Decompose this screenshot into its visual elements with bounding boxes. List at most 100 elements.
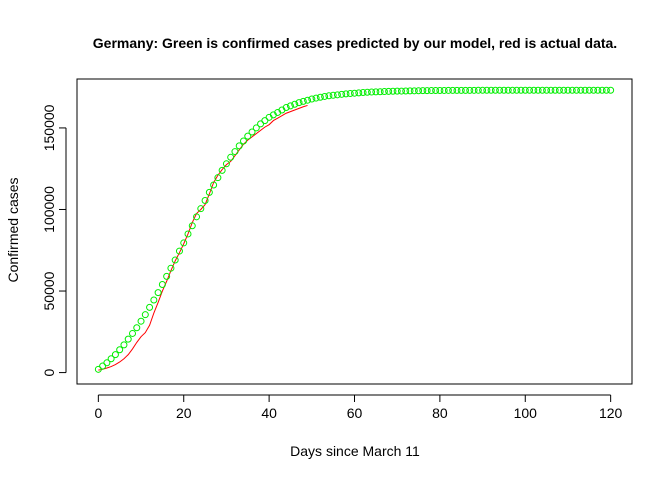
predicted-point [111,351,119,359]
predicted-point [188,222,196,230]
predicted-point [598,86,606,94]
predicted-point [295,99,303,107]
predicted-point [538,86,546,94]
predicted-point [474,86,482,94]
y-tick-label: 100000 [41,186,57,233]
predicted-point [487,86,495,94]
predicted-point [534,86,542,94]
y-axis: 0 50000 100000 150000 [41,104,67,376]
predicted-point [235,142,243,150]
predicted-point [321,92,329,100]
predicted-point [175,247,183,255]
predicted-point [338,90,346,98]
predicted-point [543,86,551,94]
predicted-point [496,86,504,94]
predicted-point [308,95,316,103]
predicted-point [124,335,132,343]
predicted-point [329,91,337,99]
predicted-point [393,87,401,95]
predicted-point [444,86,452,94]
predicted-point [560,86,568,94]
predicted-point [517,86,525,94]
predicted-point [397,87,405,95]
predicted-point [581,86,589,94]
predicted-point [120,341,128,349]
y-tick-label: 150000 [41,104,57,151]
predicted-point [590,86,598,94]
predicted-point [432,87,440,95]
predicted-point [299,97,307,105]
predicted-point [440,86,448,94]
predicted-point [201,197,209,205]
predicted-point [282,104,290,112]
predicted-point [355,89,363,97]
predicted-point [521,86,529,94]
predicted-point [585,86,593,94]
predicted-point [312,94,320,102]
predicted-point [547,86,555,94]
predicted-point [346,90,354,98]
x-tick-label: 40 [261,405,277,421]
predicted-point [555,86,563,94]
predicted-point [171,256,179,264]
predicted-point [526,86,534,94]
predicted-point [491,86,499,94]
predicted-point [222,160,230,168]
predicted-point [252,124,260,132]
series-actual-line [98,104,308,371]
x-axis-label: Days since March 11 [290,443,420,459]
predicted-point [205,188,213,196]
predicted-point [141,311,149,319]
predicted-point [449,86,457,94]
predicted-point [244,132,252,140]
predicted-point [410,87,418,95]
series-layer [94,86,615,373]
chart-title: Germany: Green is confirmed cases predic… [93,35,617,51]
predicted-point [218,166,226,174]
predicted-point [342,90,350,98]
predicted-point [197,205,205,213]
x-tick-label: 0 [94,405,102,421]
predicted-point [193,213,201,221]
predicted-point [423,87,431,95]
predicted-point [508,86,516,94]
plot-frame [76,78,633,385]
predicted-point [231,148,239,156]
y-tick-label: 0 [41,368,57,376]
predicted-point [530,86,538,94]
predicted-point [462,86,469,94]
predicted-point [385,87,393,95]
predicted-point [240,137,247,145]
predicted-point [146,303,154,311]
predicted-point [436,86,444,94]
predicted-point [513,86,521,94]
predicted-point [427,87,435,95]
predicted-point [261,117,269,125]
predicted-point [594,86,602,94]
predicted-point [158,281,166,289]
predicted-point [163,272,171,280]
predicted-point [363,88,371,96]
predicted-point [286,102,294,110]
x-tick-label: 80 [432,405,448,421]
predicted-point [210,181,218,189]
x-tick-label: 100 [514,405,538,421]
x-tick-label: 120 [599,405,623,421]
predicted-point [257,120,265,128]
predicted-point [248,128,256,136]
x-axis: 0 20 40 60 80 100 120 [94,394,623,421]
predicted-point [103,359,111,367]
predicted-point [389,87,397,95]
predicted-point [107,355,115,363]
predicted-point [99,362,107,370]
predicted-point [504,86,512,94]
predicted-point [607,86,615,94]
predicted-point [227,153,235,161]
predicted-point [573,86,580,94]
predicted-point [180,239,188,247]
predicted-point [154,289,162,297]
predicted-point [577,86,585,94]
x-tick-label: 20 [176,405,192,421]
predicted-point [415,87,423,95]
